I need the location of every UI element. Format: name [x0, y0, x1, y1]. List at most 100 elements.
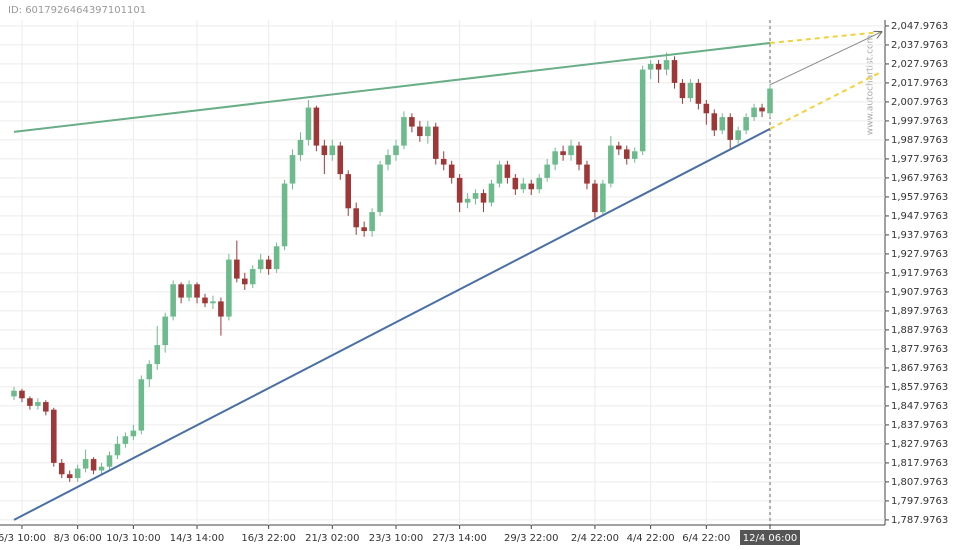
candle-body [600, 183, 606, 213]
candle-body [425, 126, 431, 137]
candle-body [592, 183, 598, 213]
candle-body [480, 193, 487, 203]
candle-body [751, 107, 757, 118]
candle-body [679, 82, 686, 99]
x-label-highlight [740, 530, 800, 545]
candle-body [345, 174, 352, 209]
x-tick-label: 16/3 22:00 [241, 533, 295, 544]
candle-body [520, 183, 527, 190]
candle-body [727, 117, 733, 140]
y-tick-label: 1,857.9763 [891, 382, 948, 393]
candle-body [417, 126, 423, 137]
candle-body [297, 139, 304, 156]
y-tick-label: 1,877.9763 [891, 344, 948, 355]
candle-body [719, 117, 726, 131]
x-tick-label: 27/3 14:00 [432, 533, 486, 544]
y-tick-label: 1,997.9763 [891, 116, 948, 127]
y-tick-label: 1,817.9763 [891, 458, 948, 469]
x-tick-label: 10/3 10:00 [106, 533, 160, 544]
x-tick-label: 12/4 06:00 [743, 533, 797, 544]
candle-body [178, 284, 184, 298]
y-tick-label: 1,797.9763 [891, 496, 948, 507]
y-tick-label: 2,027.9763 [891, 59, 948, 70]
y-tick-label: 1,937.9763 [891, 230, 948, 241]
candle-body [66, 474, 73, 479]
candle-body [663, 60, 670, 70]
candle-body [273, 246, 280, 270]
candle-body [735, 130, 741, 140]
candle-body [90, 459, 97, 471]
x-tick-label: 6/4 22:00 [682, 533, 730, 544]
y-tick-label: 1,907.9763 [891, 287, 948, 298]
candle-body [528, 183, 535, 190]
candle-body [369, 212, 375, 232]
candle-body [671, 60, 678, 83]
y-tick-label: 1,887.9763 [891, 325, 948, 336]
candle-body [767, 88, 773, 114]
candle-body [409, 117, 415, 127]
candle-body [655, 63, 662, 70]
candle-body [385, 155, 391, 165]
candle-body [114, 443, 121, 456]
candle-body [512, 177, 519, 190]
candle-body [138, 379, 145, 431]
candle-body [241, 278, 248, 285]
candle-body [130, 430, 137, 437]
candle-body [432, 126, 439, 159]
y-tick-label: 1,957.9763 [891, 192, 948, 203]
candle-body [616, 145, 622, 150]
y-tick-label: 2,017.9763 [891, 78, 948, 89]
trendline [769, 30, 882, 44]
y-tick-label: 1,837.9763 [891, 420, 948, 431]
candle-body [194, 284, 200, 298]
candle-body [186, 284, 192, 298]
y-tick-label: 1,867.9763 [891, 363, 948, 374]
candle-body [289, 155, 296, 184]
candle-body [440, 158, 447, 165]
candle-body [43, 402, 49, 412]
candle-body [639, 69, 646, 152]
x-tick-label: 6/3 10:00 [0, 533, 46, 544]
candle-body [711, 113, 718, 131]
candle-body [74, 468, 81, 479]
y-tick-label: 1,847.9763 [891, 401, 948, 412]
candle-body [234, 259, 240, 279]
x-tick-label: 21/3 02:00 [305, 533, 359, 544]
candle-body [58, 462, 65, 475]
candle-body [687, 82, 694, 99]
chart-id: ID: 6017926464397101101 [8, 5, 146, 16]
candle-body [162, 316, 168, 346]
candle-body [329, 145, 336, 156]
candle-body [488, 183, 495, 203]
candle-body [361, 227, 367, 232]
candle-body [631, 151, 638, 159]
trendline [769, 70, 882, 130]
candle-body [647, 63, 654, 70]
candle-body [202, 297, 208, 304]
y-tick-label: 1,827.9763 [891, 439, 948, 450]
candle-body [51, 409, 57, 463]
candle-body [146, 364, 153, 380]
candle-body [536, 177, 543, 190]
candle-body [695, 82, 702, 104]
candle-body [305, 107, 312, 140]
candle-body [401, 117, 407, 146]
x-tick-label: 23/3 10:00 [369, 533, 423, 544]
y-tick-label: 1,917.9763 [891, 268, 948, 279]
candle-body [576, 145, 582, 165]
y-tick-label: 2,047.9763 [891, 21, 948, 32]
x-tick-label: 14/3 14:00 [170, 533, 224, 544]
candle-body [456, 177, 463, 203]
x-tick-label: 2/4 22:00 [571, 533, 619, 544]
x-tick-label: 8/3 06:00 [54, 533, 102, 544]
candle-body [504, 164, 511, 178]
candle-body [122, 436, 129, 444]
y-tick-label: 1,897.9763 [891, 306, 948, 317]
candle-body [377, 164, 383, 213]
y-tick-label: 1,947.9763 [891, 211, 948, 222]
candle-body [226, 259, 232, 317]
candle-body [281, 183, 288, 247]
candle-body [759, 107, 765, 112]
y-tick-label: 1,977.9763 [891, 154, 948, 165]
